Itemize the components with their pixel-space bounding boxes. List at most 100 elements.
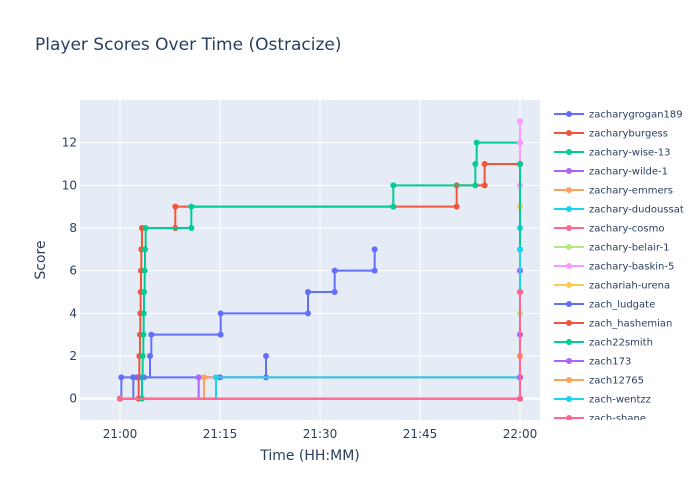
legend-item: zach_hashemian (554, 319, 672, 330)
legend-swatch-marker (566, 320, 572, 326)
data-point (390, 203, 397, 210)
x-tick-label: 21:00 (103, 427, 138, 441)
legend-item: zachary-baskin-5 (554, 262, 674, 273)
legend-item: zach22smith (554, 338, 653, 349)
x-tick-label: 22:00 (503, 427, 538, 441)
legend-swatch-marker (566, 282, 572, 288)
data-point (517, 161, 523, 167)
data-point (217, 331, 224, 338)
y-tick-label: 0 (69, 392, 77, 406)
data-point (118, 374, 125, 381)
data-point (141, 267, 148, 274)
data-point (517, 118, 523, 125)
legend-label: zach173 (589, 357, 631, 368)
data-point (453, 203, 460, 210)
data-point (188, 225, 195, 231)
legend-item: zach12765 (554, 376, 644, 387)
data-point (201, 374, 207, 381)
legend-item: zachariah-urena (554, 281, 670, 292)
legend-item: zachary-cosmo (554, 224, 665, 235)
data-point (305, 310, 311, 317)
series-zach-shane (117, 289, 523, 402)
series-layer (117, 118, 523, 402)
data-point (517, 395, 523, 402)
legend-label: zach22smith (589, 338, 653, 349)
legend-label: zachary-baskin-5 (589, 262, 674, 273)
legend-label: zacharyburgess (589, 129, 668, 140)
legend-swatch-marker (566, 263, 572, 269)
legend-item: zachary-wise-13 (554, 148, 670, 159)
data-point (472, 161, 479, 167)
x-tick-label: 21:15 (203, 427, 238, 441)
legend-swatch-marker (566, 130, 572, 136)
legend-item: zacharygrogan189 (554, 110, 683, 121)
series-line (120, 163, 520, 400)
data-point (130, 374, 137, 381)
legend-label: zachary-wilde-1 (589, 167, 668, 178)
legend-swatch-marker (566, 358, 572, 364)
y-tick-label: 8 (69, 221, 77, 235)
data-point (147, 353, 153, 359)
legend-label: zach_ludgate (589, 300, 655, 311)
ticks: 21:00 21:15 21:30 21:45 22:00 0 2 4 6 8 10 12 (62, 136, 538, 441)
legend-item: zachary-belair-1 (554, 243, 669, 254)
legend-label: zachary-wise-13 (589, 148, 670, 159)
legend-item: zachary-wilde-1 (554, 167, 668, 178)
legend[interactable]: zacharygrogan189 zacharyburgess zachary-wi… (554, 110, 684, 425)
data-point (331, 267, 338, 274)
legend-label: zachariah-urena (589, 281, 670, 292)
data-point (481, 182, 488, 189)
legend-swatch-marker (566, 377, 572, 383)
legend-item: zach-wentzz (554, 395, 651, 406)
legend-item: zach-shane (554, 414, 646, 425)
data-point (142, 246, 148, 253)
legend-swatch-marker (566, 187, 572, 193)
legend-swatch-marker (566, 206, 572, 212)
legend-swatch-marker (566, 225, 572, 231)
y-axis-title: Score (33, 240, 49, 279)
y-tick-label: 10 (62, 178, 77, 192)
legend-item: zachary-emmers (554, 186, 673, 197)
data-point (331, 289, 338, 295)
legend-label: zach12765 (589, 376, 644, 387)
legend-label: zachary-belair-1 (589, 243, 669, 254)
data-point (140, 331, 147, 338)
data-point (148, 331, 155, 338)
legend-item: zach_ludgate (554, 300, 655, 311)
legend-label: zachary-dudoussat (589, 205, 684, 216)
plot-area (80, 100, 540, 420)
data-point (140, 310, 147, 317)
data-point (142, 225, 149, 231)
legend-label: zach-shane (589, 414, 646, 425)
data-point (141, 289, 147, 295)
legend-label: zachary-cosmo (589, 224, 665, 235)
data-point (481, 161, 488, 167)
data-point (517, 246, 523, 253)
legend-swatch-marker (566, 396, 572, 402)
legend-swatch-marker (566, 301, 572, 307)
data-point (305, 289, 311, 295)
data-point (213, 374, 219, 381)
data-point (188, 203, 195, 210)
data-point (139, 353, 146, 359)
data-point (517, 289, 523, 295)
y-tick-label: 2 (69, 349, 77, 363)
data-point (517, 139, 523, 146)
data-point (172, 203, 179, 210)
legend-swatch-marker (566, 244, 572, 250)
series-zachary-wise-13 (117, 139, 523, 402)
legend-swatch-marker (566, 415, 572, 420)
legend-label: zach_hashemian (589, 319, 672, 330)
y-tick-label: 6 (69, 264, 77, 278)
chart-title: Player Scores Over Time (Ostracize) (35, 35, 342, 55)
legend-swatch-marker (566, 111, 572, 117)
data-point (263, 353, 269, 359)
x-axis-title: Time (HH:MM) (259, 448, 360, 464)
legend-item: zacharyburgess (554, 129, 668, 140)
data-point (473, 139, 480, 146)
x-tick-label: 21:30 (303, 427, 338, 441)
y-tick-label: 4 (69, 306, 77, 320)
data-point (195, 374, 202, 381)
x-tick-label: 21:45 (403, 427, 438, 441)
